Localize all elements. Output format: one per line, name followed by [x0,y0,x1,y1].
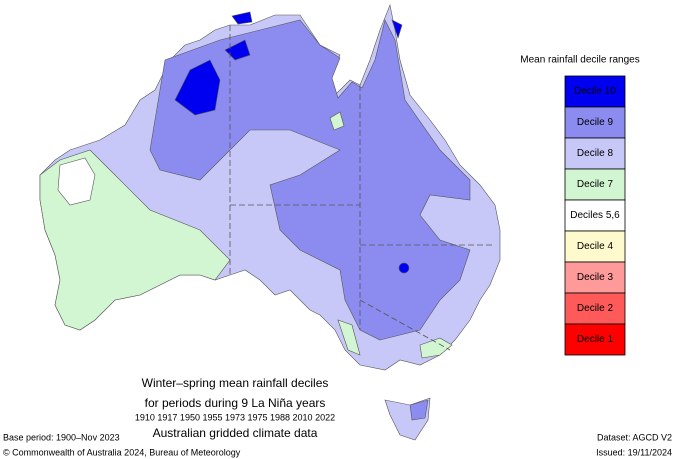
state-border [359,299,451,351]
caption-subtitle: for periods during 9 La Niña years [145,396,326,410]
legend-swatch [564,261,626,294]
legend-title: Mean rainfall decile ranges [520,55,640,66]
dataset: Dataset: AGCD V2 [597,432,672,442]
legend-label: Decile 7 [577,179,614,190]
legend-label: Decile 4 [577,241,614,252]
decile-10-tiwi [231,11,253,25]
legend-label: Decile 1 [577,334,614,345]
legend-label: Decile 2 [577,303,614,314]
legend-swatch [564,199,626,232]
map [39,3,501,441]
legend-swatch [564,292,626,325]
legend-label: Deciles 5,6 [570,210,620,221]
copyright: © Commonwealth of Australia 2024, Bureau… [3,447,241,457]
decile-10-arnhem [224,39,251,61]
decile-7-victoria [419,337,453,359]
legend-swatch [564,323,626,356]
decile-10-kimberley [174,59,221,116]
legend-swatch [564,168,626,201]
decile-7-spot [329,111,345,131]
issued: Issued: 19/11/2024 [596,447,672,457]
legend-label: Decile 8 [577,148,614,159]
legend-swatch [564,137,626,170]
caption-note: Australian gridded climate data [153,426,318,440]
deciles-5-6-west [57,157,96,206]
base-period: Base period: 1900–Nov 2023 [3,432,120,442]
legend-label: Decile 10 [574,86,616,97]
caption-years: 1910 1917 1950 1955 1973 1975 1988 2010 … [135,412,335,422]
legend-label: Decile 3 [577,272,614,283]
legend: Decile 10 Decile 9 Decile 8 Decile 7 Deciles… [564,75,626,356]
legend-swatch [564,230,626,263]
decile-10-spot [398,262,410,274]
decile-10-cape-york [391,19,403,39]
caption-title: Winter–spring mean rainfall deciles [142,376,329,390]
decile-7-southeast [337,319,361,356]
decile-9-tasmania [409,399,429,421]
legend-label: Decile 9 [577,117,614,128]
